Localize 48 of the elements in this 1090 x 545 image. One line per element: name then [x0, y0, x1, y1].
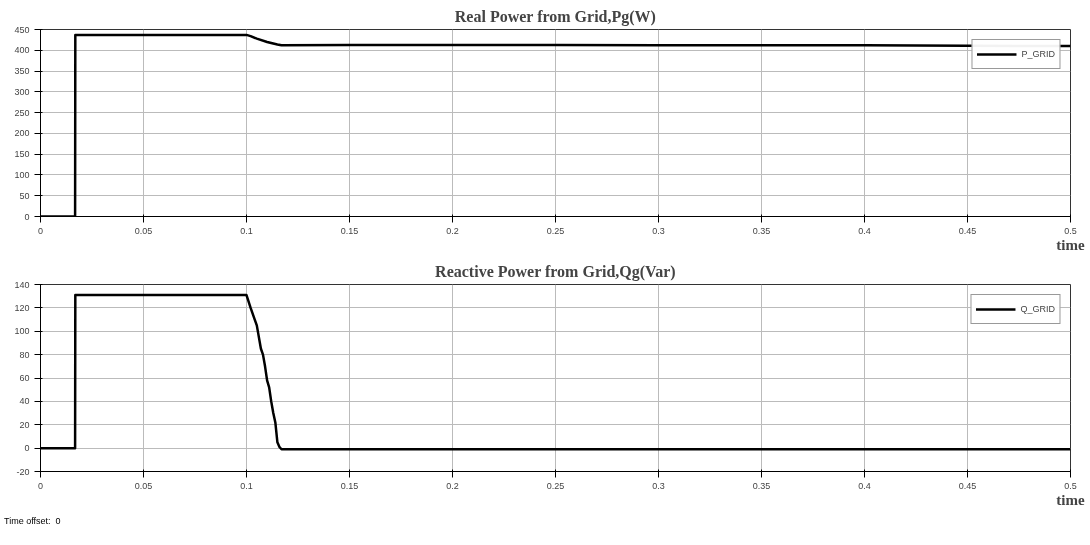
x-tick-label: 0.1 — [240, 480, 253, 491]
y-tick-label: 60 — [19, 373, 30, 383]
chart-title: Reactive Power from Grid,Qg(Var) — [435, 262, 676, 281]
y-tick-label: 120 — [14, 302, 30, 313]
x-tick-label: 0 — [38, 225, 44, 236]
x-axis-title: time — [1056, 491, 1085, 508]
x-tick-label: 0.1 — [240, 225, 253, 236]
chart-title: Real Power from Grid,Pg(W) — [454, 7, 656, 26]
x-tick-label: 0.5 — [1064, 480, 1077, 491]
x-tick-label: 0.45 — [958, 480, 977, 491]
y-tick-label: 0 — [24, 211, 30, 222]
x-tick-label: 0.05 — [134, 480, 153, 491]
y-tick-label: 150 — [14, 149, 30, 160]
y-tick-label: 100 — [14, 326, 30, 337]
y-tick-label: 300 — [14, 86, 30, 97]
x-tick-label: 0.45 — [958, 225, 977, 236]
y-tick-label: 50 — [19, 190, 30, 201]
x-tick-label: 0.15 — [340, 480, 359, 491]
x-tick-label: 0.25 — [546, 480, 565, 491]
x-tick-label: 0.15 — [340, 225, 359, 236]
x-tick-label: 0.2 — [446, 225, 459, 236]
x-tick-label: 0.05 — [134, 225, 153, 236]
y-tick-label: -20 — [16, 466, 30, 477]
x-tick-label: 0.5 — [1064, 225, 1077, 236]
y-tick-label: 350 — [14, 66, 30, 77]
x-tick-label: 0.35 — [752, 225, 771, 236]
y-tick-label: 140 — [14, 279, 30, 290]
x-tick-label: 0.2 — [446, 480, 459, 491]
y-tick-label: 250 — [14, 107, 30, 118]
x-tick-label: 0.3 — [652, 225, 665, 236]
x-tick-label: 0.4 — [858, 225, 871, 236]
y-tick-label: 80 — [19, 349, 30, 360]
x-tick-label: 0.4 — [858, 480, 871, 491]
y-tick-label: 100 — [14, 169, 30, 180]
y-tick-label: 40 — [19, 396, 30, 407]
x-tick-label: 0.25 — [546, 225, 565, 236]
x-tick-label: 0.35 — [752, 480, 771, 491]
y-tick-label: 450 — [14, 24, 30, 35]
y-tick-label: 400 — [14, 45, 30, 56]
text: Time offset: 0 — [4, 515, 61, 528]
legend-label: Q_GRID — [1020, 304, 1055, 314]
x-tick-label: 0.3 — [652, 480, 665, 491]
y-tick-label: 20 — [19, 419, 30, 430]
x-axis-title: time — [1056, 236, 1085, 253]
y-tick-label: 0 — [24, 443, 30, 454]
legend-label: P_GRID — [1021, 49, 1055, 59]
y-tick-label: 200 — [14, 128, 30, 139]
x-tick-label: 0 — [38, 480, 44, 491]
